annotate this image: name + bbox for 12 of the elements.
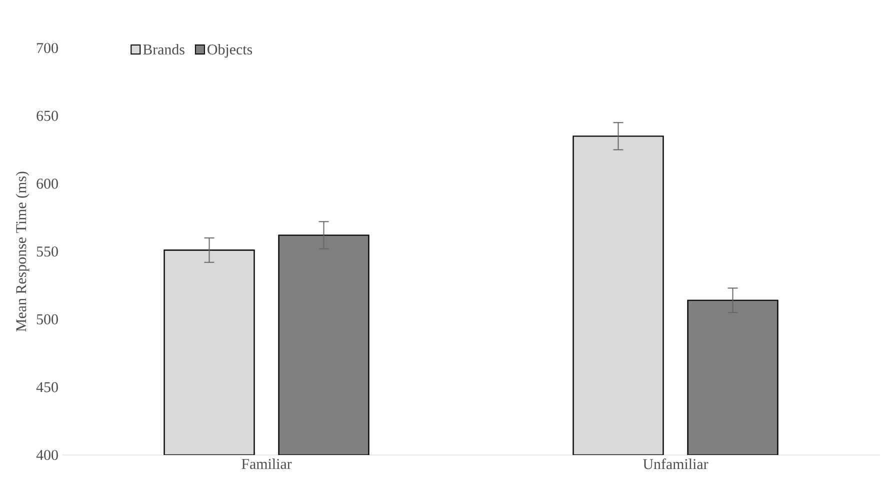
x-tick-label: Familiar xyxy=(242,458,292,470)
legend-label: Brands xyxy=(143,44,184,55)
y-tick-label: 500 xyxy=(36,314,58,324)
y-tick-label: 550 xyxy=(36,246,58,257)
y-axis-title: Mean Response Time (ms) xyxy=(16,172,30,332)
x-tick-label: Unfamiliar xyxy=(643,458,708,470)
y-tick-label: 650 xyxy=(36,110,58,121)
legend-label: Objects xyxy=(208,44,252,58)
y-tick-label: 600 xyxy=(36,178,58,189)
y-tick-label: 700 xyxy=(37,42,58,54)
y-tick-label: 450 xyxy=(36,382,58,392)
y-tick-label: 400 xyxy=(36,450,58,460)
